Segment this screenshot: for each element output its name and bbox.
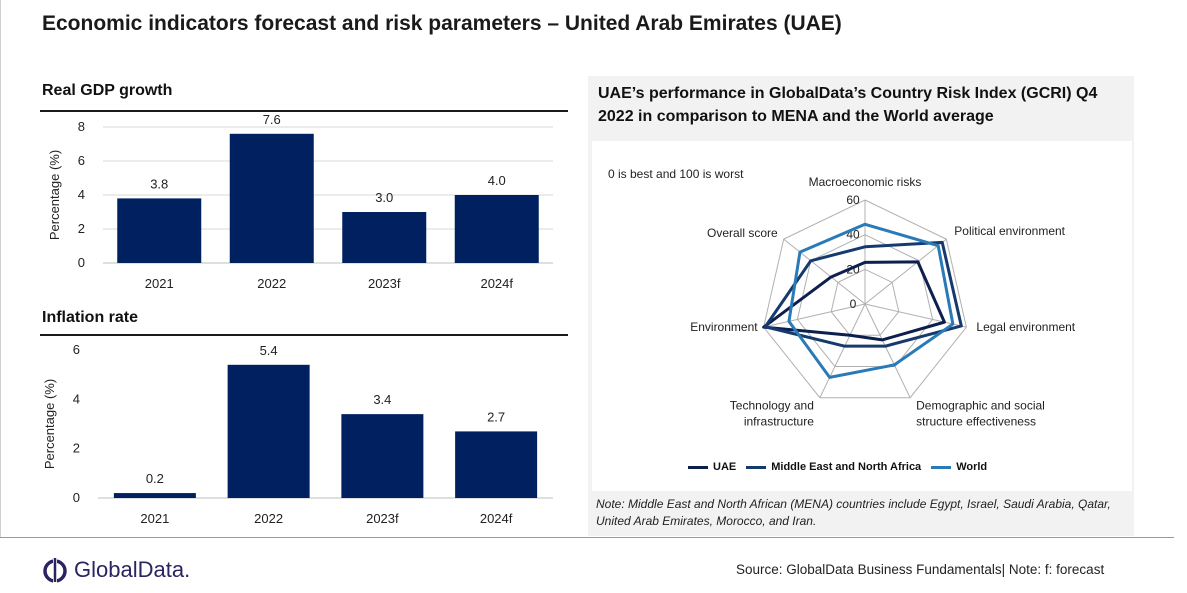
legend-label-mena: Middle East and North Africa — [771, 461, 922, 473]
legend-swatch-uae — [688, 465, 708, 469]
radar-axis-label: structure effectiveness — [916, 415, 1036, 429]
gdp-value-label: 7.6 — [263, 112, 281, 127]
inflation-chart-title: Inflation rate — [42, 309, 139, 326]
inflation-value-label: 3.4 — [373, 392, 391, 407]
radar-axis-label: infrastructure — [744, 415, 814, 429]
gdp-category-label: 2021 — [145, 276, 174, 291]
inflation-ytick-label: 0 — [73, 490, 80, 505]
radar-spoke — [783, 238, 866, 305]
gdp-ytick-label: 6 — [78, 153, 85, 168]
radar-background — [592, 141, 1132, 491]
gdp-ylabel: Percentage (%) — [47, 150, 62, 240]
gdp-title-rule — [40, 110, 568, 112]
inflation-value-label: 5.4 — [260, 343, 278, 358]
radar-grid-ring — [763, 199, 967, 399]
radar-spoke — [819, 303, 866, 398]
globaldata-logo-icon — [43, 557, 67, 583]
radar-axis-label: Political environment — [954, 224, 1065, 238]
inflation-ytick-label: 4 — [73, 391, 80, 406]
legend-item-world: World — [931, 461, 987, 473]
gdp-bar-2021 — [117, 198, 202, 263]
gdp-value-label: 3.8 — [150, 176, 168, 191]
radar-legend: UAE Middle East and North Africa World — [688, 461, 997, 473]
inflation-ytick-label: 2 — [73, 441, 80, 456]
gdp-ytick-label: 4 — [78, 187, 85, 202]
inflation-bar-2023f — [341, 414, 424, 498]
radar-series-world — [787, 222, 955, 379]
gcri-panel-title: UAE’s performance in GlobalData’s Countr… — [598, 85, 1098, 125]
gdp-bar-2022 — [229, 133, 314, 263]
gdp-category-label: 2024f — [480, 276, 513, 291]
legend-swatch-mena — [746, 465, 767, 469]
footer-divider — [0, 537, 1174, 538]
inflation-bar-2024f — [455, 431, 538, 498]
gdp-category-label: 2022 — [257, 276, 286, 291]
radar-rtick-label: 0 — [850, 297, 857, 311]
radar-series-uae — [762, 260, 946, 342]
legend-swatch-world — [931, 465, 952, 469]
inflation-bar-2021 — [113, 493, 196, 498]
inflation-bar-chart: 0 2 4 6 Percentage (%) 0.2 2021 5.4 2022 3.4 2023f… — [42, 342, 553, 526]
inflation-value-label: 2.7 — [487, 409, 505, 424]
radar-axis-label: Overall score — [707, 226, 778, 240]
inflation-category-label: 2023f — [366, 511, 399, 526]
radar-series-mena — [763, 240, 963, 348]
radar-axis-label: Technology and — [730, 399, 814, 413]
gdp-category-label: 2023f — [368, 276, 401, 291]
inflation-category-label: 2022 — [254, 511, 283, 526]
legend-item-mena: Middle East and North Africa — [746, 461, 921, 473]
radar-axis-label: Demographic and social — [916, 399, 1045, 413]
radar-scale-note: 0 is best and 100 is worst — [608, 167, 744, 181]
legend-label-world: World — [956, 461, 988, 473]
gdp-bar-2023f — [342, 212, 427, 263]
radar-axis-label: Macroeconomic risks — [809, 175, 922, 189]
inflation-category-label: 2021 — [140, 511, 169, 526]
radar-spoke — [763, 303, 866, 328]
mena-note: Note: Middle East and North African (MEN… — [596, 497, 1111, 528]
inflation-ylabel: Percentage (%) — [42, 379, 57, 469]
inflation-bar-2022 — [227, 364, 310, 498]
radar-axis-label: Environment — [690, 320, 758, 334]
radar-spoke — [864, 238, 947, 305]
gdp-bar-chart: 0 2 4 6 8 Percentage (%) 3.8 2021 7.6 2022 3.0 2023… — [47, 112, 553, 291]
radar-rtick-label: 60 — [846, 193, 860, 207]
legend-label-uae: UAE — [713, 461, 737, 473]
gdp-value-label: 4.0 — [488, 173, 506, 188]
radar-axis-label: Legal environment — [976, 320, 1075, 334]
legend-item-uae: UAE — [688, 461, 736, 473]
gdp-value-label: 3.0 — [375, 190, 393, 205]
gdp-ytick-label: 2 — [78, 221, 85, 236]
radar-grid-ring — [830, 268, 900, 336]
page-title: Economic indicators forecast and risk pa… — [42, 12, 842, 35]
gdp-ytick-label: 8 — [78, 119, 85, 134]
gdp-bar-2024f — [454, 195, 539, 263]
left-border — [0, 0, 1, 537]
radar-spoke — [864, 303, 911, 398]
inflation-category-label: 2024f — [480, 511, 513, 526]
inflation-ytick-label: 6 — [73, 342, 80, 357]
globaldata-logo-text: GlobalData. — [74, 557, 191, 582]
inflation-title-rule — [40, 334, 568, 336]
source-note: Source: GlobalData Business Fundamentals… — [736, 562, 1105, 577]
globaldata-logo[interactable]: GlobalData. — [42, 555, 190, 585]
radar-spoke — [864, 303, 967, 328]
gdp-ytick-label: 0 — [78, 255, 85, 270]
inflation-value-label: 0.2 — [146, 471, 164, 486]
gdp-chart-title: Real GDP growth — [42, 82, 173, 99]
